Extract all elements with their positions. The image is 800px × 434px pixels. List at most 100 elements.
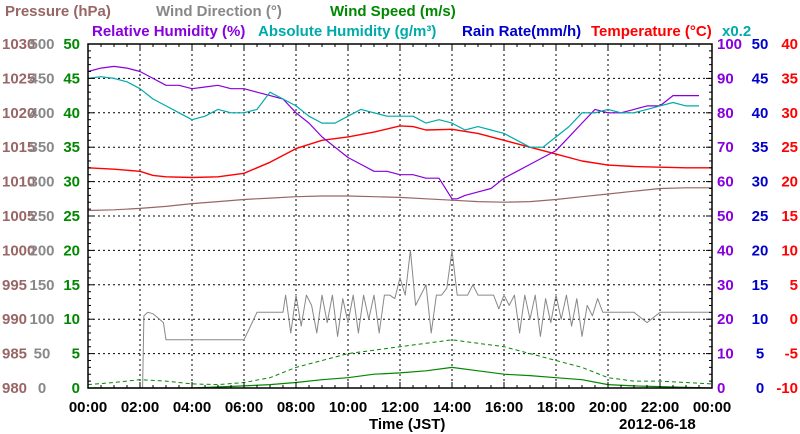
- series-layer: [87, 65, 713, 389]
- y-tick-label-wind-speed: 15: [63, 277, 80, 294]
- y-tick-label-rain: 20: [752, 242, 769, 259]
- y-tick-label-pressure: 1020: [2, 105, 35, 122]
- y-tick-label-rel-hum: 50: [717, 208, 734, 225]
- legend-pressure: Pressure (hPa): [5, 3, 111, 20]
- y-tick-label-rain: 50: [752, 36, 769, 53]
- legend-rain-rate: Rain Rate(mm/h): [462, 23, 581, 40]
- y-tick-label-pressure: 1030: [2, 36, 35, 53]
- y-tick-label-rel-hum: 40: [717, 242, 734, 259]
- y-tick-label-temp: 40: [781, 36, 798, 53]
- y-tick-label-wind-dir: 150: [29, 277, 54, 294]
- y-tick-label-pressure: 985: [2, 346, 27, 363]
- x-tick-label: 04:00: [173, 399, 211, 416]
- y-tick-label-rel-hum: 90: [717, 70, 734, 87]
- y-tick-label-wind-speed: 45: [63, 70, 80, 87]
- y-tick-label-rel-hum: 10: [717, 346, 734, 363]
- y-tick-label-wind-dir: 200: [29, 242, 54, 259]
- series-line-pressure: [87, 187, 712, 212]
- ticks: 1030102510201015101010051000995990985980…: [2, 36, 798, 416]
- y-tick-label-wind-speed: 0: [72, 380, 80, 397]
- y-tick-label-wind-speed: 20: [63, 242, 80, 259]
- y-tick-label-wind-dir: 100: [29, 311, 54, 328]
- x-tick-label: 14:00: [433, 399, 471, 416]
- y-tick-label-rain: 40: [752, 105, 769, 122]
- y-tick-label-wind-dir: 350: [29, 139, 54, 156]
- x-tick-label: 22:00: [641, 399, 679, 416]
- y-tick-label-rel-hum: 80: [717, 105, 734, 122]
- y-tick-label-wind-dir: 0: [38, 380, 46, 397]
- legend-wind-speed: Wind Speed (m/s): [330, 3, 456, 20]
- x-tick-label: 02:00: [121, 399, 159, 416]
- y-tick-label-pressure: 1000: [2, 242, 35, 259]
- legend-scale-note: x0.2: [722, 23, 751, 40]
- legend: Pressure (hPa) Wind Direction (°) Wind S…: [5, 3, 751, 40]
- y-tick-label-pressure: 1005: [2, 208, 35, 225]
- y-tick-label-wind-dir: 250: [29, 208, 54, 225]
- y-tick-label-wind-speed: 30: [63, 174, 80, 191]
- legend-temperature: Temperature (°C): [591, 23, 712, 40]
- y-tick-label-temp: -10: [776, 380, 798, 397]
- y-tick-label-pressure: 980: [2, 380, 27, 397]
- y-tick-label-rel-hum: 0: [717, 380, 725, 397]
- y-tick-label-rain: 5: [756, 346, 764, 363]
- y-tick-label-wind-dir: 50: [34, 346, 51, 363]
- series-line-wind-dir: [88, 249, 710, 389]
- series-line-abs-hum: [87, 76, 699, 148]
- y-tick-label-pressure: 1025: [2, 70, 35, 87]
- y-tick-label-pressure: 1015: [2, 139, 35, 156]
- y-tick-label-temp: 20: [781, 174, 798, 191]
- y-tick-label-temp: 35: [781, 70, 798, 87]
- y-tick-label-rel-hum: 100: [717, 36, 742, 53]
- y-tick-label-wind-dir: 300: [29, 174, 54, 191]
- y-tick-label-rain: 10: [752, 311, 769, 328]
- date-label: 2012-06-18: [619, 416, 696, 433]
- legend-absolute-humidity: Absolute Humidity (g/m³): [258, 23, 436, 40]
- y-tick-label-rel-hum: 60: [717, 174, 734, 191]
- x-tick-label: 00:00: [69, 399, 107, 416]
- legend-wind-direction: Wind Direction (°): [156, 3, 282, 20]
- y-tick-label-pressure: 995: [2, 277, 27, 294]
- y-tick-label-temp: 10: [781, 242, 798, 259]
- x-tick-label: 18:00: [537, 399, 575, 416]
- y-tick-label-rain: 30: [752, 174, 769, 191]
- x-tick-label: 20:00: [589, 399, 627, 416]
- grid: [88, 44, 712, 388]
- legend-relative-humidity: Relative Humidity (%): [92, 23, 245, 40]
- x-tick-label: 16:00: [485, 399, 523, 416]
- x-tick-label: 08:00: [277, 399, 315, 416]
- y-tick-label-rel-hum: 70: [717, 139, 734, 156]
- x-tick-label: 10:00: [329, 399, 367, 416]
- y-tick-label-rain: 25: [752, 208, 769, 225]
- series-line-temp: [87, 125, 712, 179]
- y-tick-label-temp: 25: [781, 139, 798, 156]
- y-tick-label-rain: 0: [756, 380, 764, 397]
- y-tick-label-wind-speed: 10: [63, 311, 80, 328]
- y-tick-label-temp: 30: [781, 105, 798, 122]
- y-tick-label-rel-hum: 30: [717, 277, 734, 294]
- y-tick-label-rel-hum: 20: [717, 311, 734, 328]
- y-tick-label-wind-speed: 40: [63, 105, 80, 122]
- y-tick-label-temp: 15: [781, 208, 798, 225]
- x-tick-label: 06:00: [225, 399, 263, 416]
- y-tick-label-temp: -5: [785, 346, 798, 363]
- y-tick-label-pressure: 1010: [2, 174, 35, 191]
- y-tick-label-wind-dir: 400: [29, 105, 54, 122]
- y-tick-label-wind-speed: 50: [63, 36, 80, 53]
- y-tick-label-wind-speed: 35: [63, 139, 80, 156]
- y-tick-label-pressure: 990: [2, 311, 27, 328]
- y-tick-label-temp: 0: [790, 311, 798, 328]
- series-line-rel-hum: [87, 65, 699, 200]
- y-tick-label-wind-dir: 450: [29, 70, 54, 87]
- y-tick-label-rain: 45: [752, 70, 769, 87]
- y-tick-label-rain: 15: [752, 277, 769, 294]
- y-tick-label-temp: 5: [790, 277, 798, 294]
- x-tick-label: 12:00: [381, 399, 419, 416]
- y-tick-label-wind-speed: 5: [72, 346, 80, 363]
- x-axis-label: Time (JST): [369, 416, 445, 433]
- series-line-wind-speed: [87, 339, 713, 386]
- y-tick-label-rain: 35: [752, 139, 769, 156]
- y-tick-label-wind-dir: 500: [29, 36, 54, 53]
- y-tick-label-wind-speed: 25: [63, 208, 80, 225]
